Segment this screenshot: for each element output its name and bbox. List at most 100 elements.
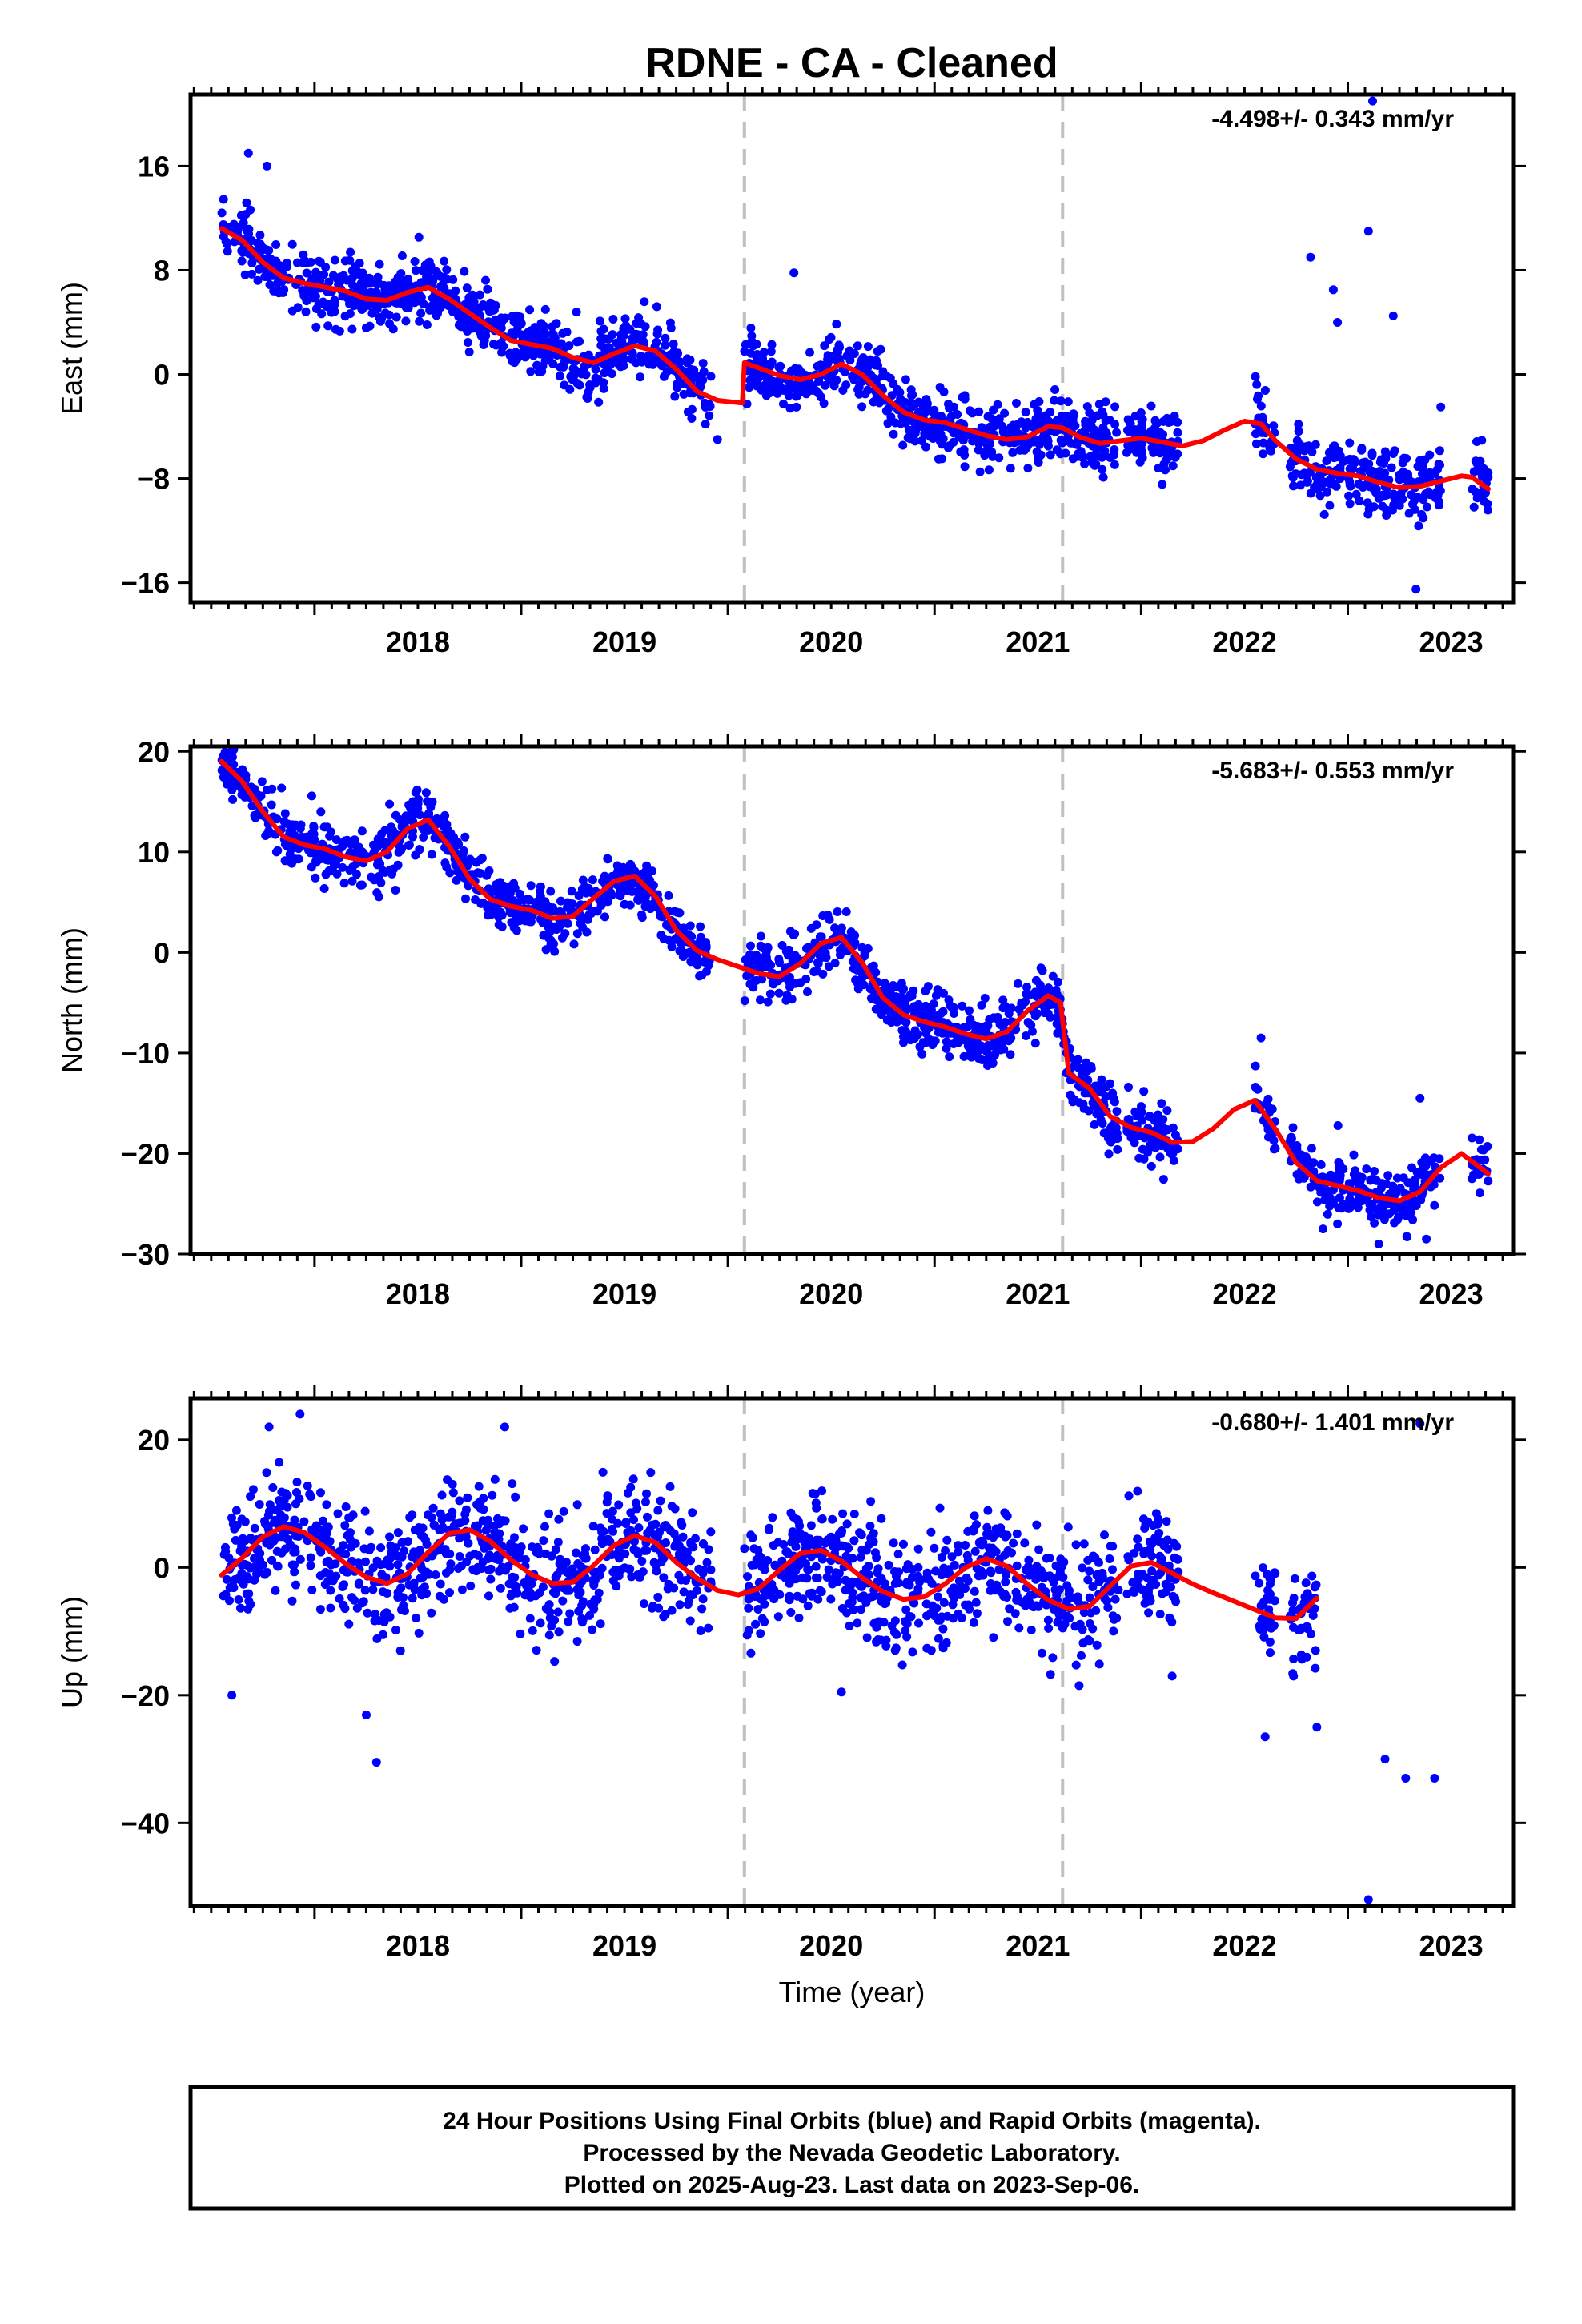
up-point xyxy=(688,1508,697,1518)
north-point xyxy=(1112,1128,1122,1138)
north-point xyxy=(1320,1195,1330,1204)
up-point xyxy=(360,1586,370,1595)
up-point xyxy=(497,1562,507,1572)
east-point xyxy=(1364,466,1374,476)
north-point xyxy=(1079,1068,1089,1077)
north-point xyxy=(1130,1107,1140,1116)
north-point xyxy=(476,869,485,878)
rate-annotation: -4.498+/- 0.343 mm/yr xyxy=(1211,106,1454,132)
north-point xyxy=(742,971,752,981)
up-point xyxy=(685,1616,695,1626)
east-point xyxy=(1416,476,1426,485)
y-axis-label: North (mm) xyxy=(55,927,88,1073)
north-outlier-point xyxy=(1256,1033,1266,1043)
east-point xyxy=(701,420,710,429)
up-point xyxy=(608,1526,617,1536)
north-point xyxy=(613,866,623,876)
x-tick-label: 2021 xyxy=(1006,625,1070,658)
east-point xyxy=(687,414,697,423)
up-point xyxy=(1071,1540,1081,1550)
up-point xyxy=(416,1574,425,1583)
up-point xyxy=(1034,1545,1044,1554)
east-point xyxy=(219,195,228,204)
north-point xyxy=(756,995,765,1005)
north-point xyxy=(897,999,907,1009)
north-point xyxy=(1430,1200,1439,1210)
north-point xyxy=(1251,1061,1260,1071)
up-point xyxy=(773,1538,783,1547)
up-point xyxy=(521,1581,531,1590)
east-point xyxy=(1387,463,1396,472)
east-point xyxy=(994,416,1004,426)
north-model-line xyxy=(219,758,1491,1204)
east-point xyxy=(1376,455,1386,464)
east-point xyxy=(253,238,263,247)
north-point xyxy=(323,822,332,832)
up-point xyxy=(396,1646,405,1655)
up-point xyxy=(386,1541,396,1550)
north-point xyxy=(1408,1215,1418,1224)
east-point xyxy=(404,303,413,312)
up-point xyxy=(338,1582,347,1591)
east-point xyxy=(887,391,897,400)
north-point xyxy=(309,822,319,831)
up-point xyxy=(532,1646,541,1655)
north-point xyxy=(1021,997,1030,1007)
north-point xyxy=(757,963,767,972)
north-point xyxy=(1435,1154,1444,1164)
east-point xyxy=(338,292,347,301)
east-point xyxy=(1419,462,1427,472)
up-point xyxy=(748,1533,757,1542)
up-point xyxy=(890,1578,900,1588)
north-point xyxy=(1395,1184,1405,1193)
east-point xyxy=(324,277,334,287)
up-point xyxy=(319,1516,327,1526)
east-point xyxy=(652,302,661,312)
east-point xyxy=(1039,430,1049,440)
east-point xyxy=(1345,464,1355,473)
east-point xyxy=(746,324,756,332)
up-point xyxy=(785,1595,794,1605)
north-point xyxy=(1362,1164,1371,1174)
up-point xyxy=(455,1496,464,1506)
y-tick-label: 10 xyxy=(138,836,170,869)
up-point xyxy=(645,1526,655,1535)
east-point xyxy=(1259,449,1268,459)
east-point xyxy=(271,240,281,249)
up-point xyxy=(512,1588,522,1598)
north-point xyxy=(964,1039,974,1047)
up-point xyxy=(344,1619,354,1629)
up-point xyxy=(1108,1565,1117,1574)
up-point xyxy=(412,1614,421,1622)
north-point xyxy=(584,883,593,893)
east-outlier-point xyxy=(789,268,799,278)
north-point xyxy=(287,820,297,830)
north-point xyxy=(665,935,673,945)
east-point xyxy=(463,327,472,336)
up-point xyxy=(547,1622,556,1631)
up-point xyxy=(427,1608,436,1618)
up-point xyxy=(457,1585,467,1594)
east-point xyxy=(1417,509,1427,519)
east-point xyxy=(352,266,362,275)
east-point xyxy=(1369,485,1379,494)
north-point xyxy=(313,855,323,865)
up-point xyxy=(473,1562,483,1572)
east-point xyxy=(1334,446,1343,456)
east-point xyxy=(524,347,533,356)
east-point xyxy=(1363,509,1373,519)
up-point xyxy=(275,1458,284,1467)
up-point xyxy=(519,1524,528,1534)
up-point xyxy=(620,1549,630,1558)
north-point xyxy=(675,908,685,918)
east-point xyxy=(565,384,575,394)
up-point xyxy=(564,1617,573,1626)
y-tick-label: −10 xyxy=(121,1037,170,1070)
up-point xyxy=(354,1579,363,1589)
east-point xyxy=(555,340,564,350)
north-point xyxy=(419,833,428,842)
up-point xyxy=(970,1586,979,1596)
north-point xyxy=(539,931,548,940)
up-point xyxy=(495,1529,504,1538)
north-point xyxy=(998,995,1008,1005)
